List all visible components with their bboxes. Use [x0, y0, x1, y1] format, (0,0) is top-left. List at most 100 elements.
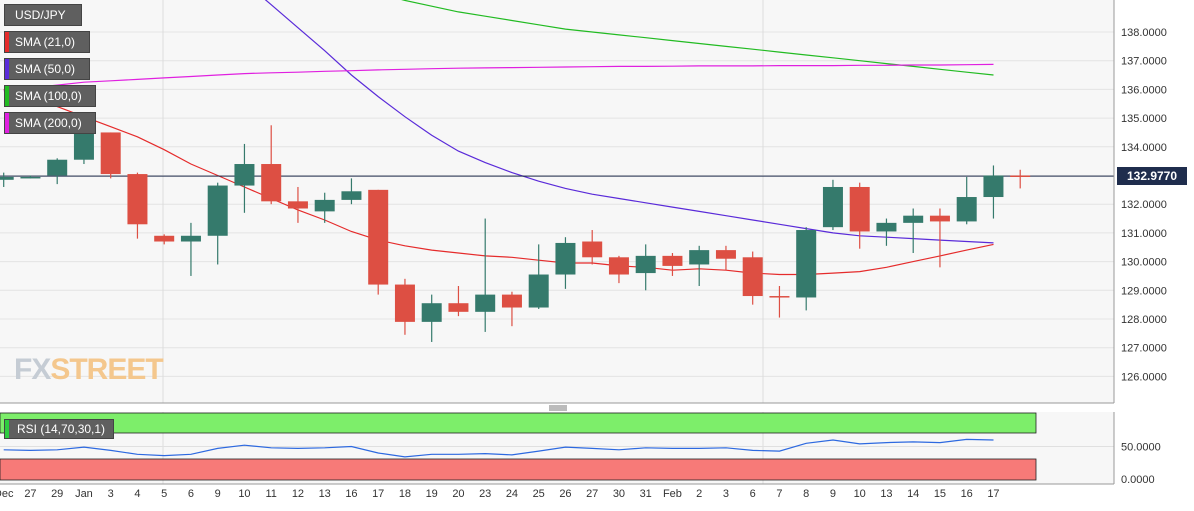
candle-31-body: [822, 186, 843, 228]
last-price-tag: 132.9770: [1117, 167, 1187, 185]
x-tick-label-27: 3: [723, 488, 729, 500]
candle-13-body: [341, 191, 362, 200]
candle-35-body: [929, 215, 950, 222]
candle-27-body: [715, 250, 736, 259]
candle-20-body: [528, 274, 549, 308]
sma-line-2: [401, 0, 994, 76]
x-tick-label-2: 29: [51, 488, 63, 500]
y-tick-label-3: 135.0000: [1121, 113, 1167, 125]
candle-12-body: [314, 199, 335, 212]
candle-9-body: [234, 164, 255, 186]
rsi-oversold-band: [0, 458, 1037, 481]
candle-17-body: [448, 303, 469, 312]
x-tick-label-8: 9: [215, 488, 221, 500]
candle-30-body: [796, 230, 817, 298]
x-tick-label-33: 13: [880, 488, 892, 500]
candle-33-body: [876, 222, 897, 232]
candle-8-body: [207, 185, 228, 236]
candle-11-body: [287, 201, 308, 209]
sma-line-1: [264, 0, 994, 244]
candle-10-body: [261, 164, 282, 202]
candle-19-body: [501, 294, 522, 308]
indicator-legend: USD/JPY SMA (21,0) SMA (50,0) SMA (100,0…: [4, 4, 96, 139]
x-tick-label-29: 7: [776, 488, 782, 500]
rsi-line: [3, 438, 994, 458]
y-tick-label-1: 137.0000: [1121, 56, 1167, 68]
candle-23-body: [608, 257, 629, 275]
x-tick-label-36: 16: [961, 488, 973, 500]
x-tick-label-14: 17: [372, 488, 384, 500]
fxstreet-logo: FXSTREET: [14, 353, 164, 387]
legend-sma-21[interactable]: SMA (21,0): [4, 31, 90, 53]
y-tick-label-4: 134.0000: [1121, 142, 1167, 154]
x-tick-label-23: 30: [613, 488, 625, 500]
x-tick-label-9: 10: [238, 488, 250, 500]
candle-22-body: [582, 241, 603, 258]
x-tick-label-22: 27: [586, 488, 598, 500]
x-tick-label-28: 6: [750, 488, 756, 500]
candle-2-body: [47, 159, 68, 176]
x-tick-label-19: 24: [506, 488, 518, 500]
legend-sma-100-label: SMA (100,0): [15, 89, 82, 103]
candle-28-body: [742, 257, 763, 297]
legend-sma-100[interactable]: SMA (100,0): [4, 85, 96, 107]
legend-sma-200-label: SMA (200,0): [15, 116, 82, 130]
x-tick-label-34: 14: [907, 488, 919, 500]
rsi-y-tick-label-1: 0.0000: [1121, 474, 1155, 486]
x-tick-label-1: 27: [24, 488, 36, 500]
legend-sma-21-label: SMA (21,0): [15, 35, 76, 49]
x-tick-label-20: 25: [533, 488, 545, 500]
rsi-overbought-band: [0, 412, 1037, 434]
legend-sma-200[interactable]: SMA (200,0): [4, 112, 96, 134]
legend-symbol[interactable]: USD/JPY: [4, 4, 82, 26]
x-tick-label-5: 4: [134, 488, 140, 500]
legend-swatch-sma-50: [5, 59, 9, 79]
logo-street: STREET: [50, 353, 163, 386]
candle-5-body: [127, 174, 148, 225]
pane-resize-handle[interactable]: [549, 405, 567, 411]
x-tick-label-21: 26: [559, 488, 571, 500]
candle-last-body: [1010, 175, 1031, 177]
legend-symbol-label: USD/JPY: [15, 8, 66, 22]
y-tick-label-9: 129.0000: [1121, 285, 1167, 297]
y-tick-label-0: 138.0000: [1121, 27, 1167, 39]
legend-rsi[interactable]: RSI (14,70,30,1): [4, 419, 115, 439]
candle-1-body: [20, 176, 41, 179]
candle-32-body: [849, 186, 870, 232]
x-tick-label-24: 31: [640, 488, 652, 500]
x-tick-label-25: Feb: [663, 488, 682, 500]
candle-16-body: [421, 303, 442, 322]
legend-swatch-sma-100: [5, 86, 9, 106]
x-tick-label-35: 15: [934, 488, 946, 500]
x-tick-label-26: 2: [696, 488, 702, 500]
x-tick-label-32: 10: [854, 488, 866, 500]
candle-36-body: [956, 197, 977, 222]
x-tick-label-31: 9: [830, 488, 836, 500]
x-tick-label-16: 19: [426, 488, 438, 500]
candle-6-body: [154, 235, 175, 242]
x-tick-label-15: 18: [399, 488, 411, 500]
y-tick-label-11: 127.0000: [1121, 343, 1167, 355]
x-tick-label-0: Dec: [0, 488, 14, 500]
x-tick-label-30: 8: [803, 488, 809, 500]
x-tick-label-11: 12: [292, 488, 304, 500]
candle-7-body: [180, 235, 201, 242]
candle-0-body: [0, 176, 14, 180]
candle-21-body: [555, 242, 576, 275]
x-tick-label-37: 17: [987, 488, 999, 500]
x-tick-label-6: 5: [161, 488, 167, 500]
x-tick-label-4: 3: [108, 488, 114, 500]
y-tick-label-6: 132.0000: [1121, 199, 1167, 211]
legend-swatch-sma-200: [5, 113, 9, 133]
x-tick-label-17: 20: [452, 488, 464, 500]
legend-swatch-symbol: [5, 5, 9, 25]
candle-4-body: [100, 132, 121, 175]
y-tick-label-10: 128.0000: [1121, 314, 1167, 326]
legend-swatch-sma-21: [5, 32, 9, 52]
candle-24-body: [635, 255, 656, 274]
candle-3-body: [73, 132, 94, 160]
candle-26-body: [689, 250, 710, 265]
legend-sma-50[interactable]: SMA (50,0): [4, 58, 90, 80]
